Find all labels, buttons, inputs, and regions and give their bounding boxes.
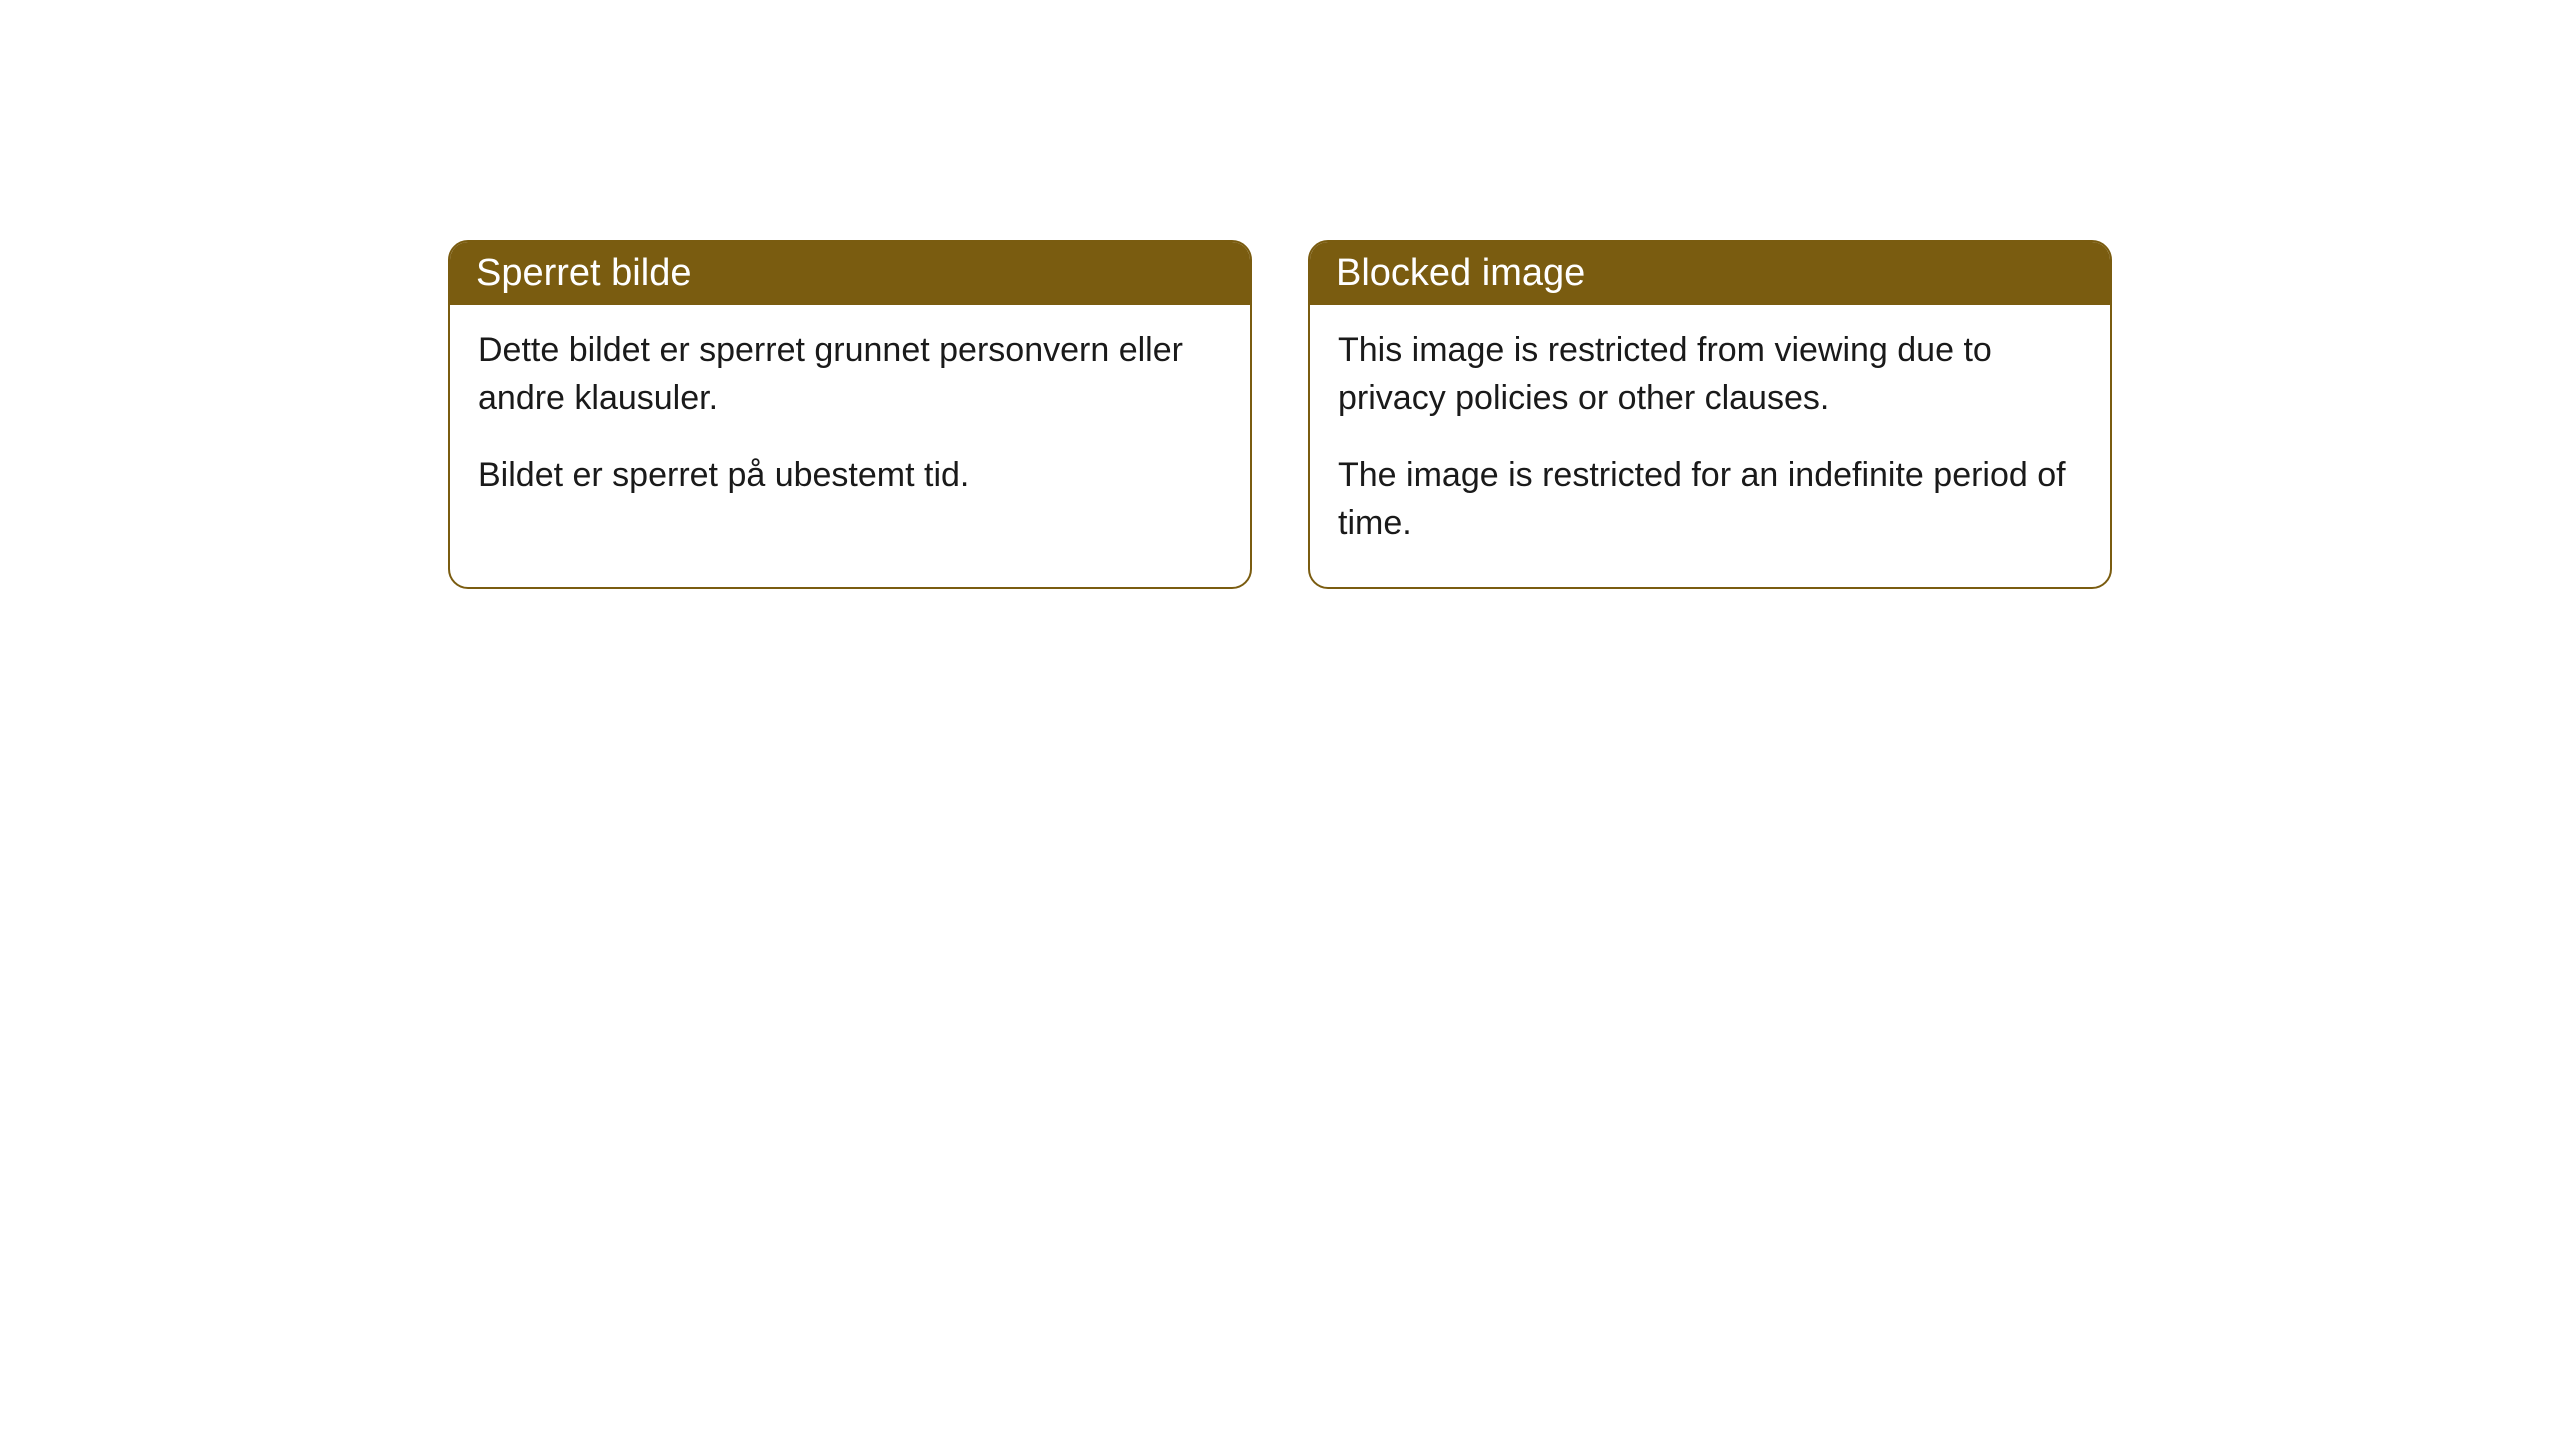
notice-cards-container: Sperret bilde Dette bildet er sperret gr… [448, 240, 2112, 589]
notice-card-english: Blocked image This image is restricted f… [1308, 240, 2112, 589]
card-title-norwegian: Sperret bilde [450, 242, 1250, 305]
card-paragraph-2-norwegian: Bildet er sperret på ubestemt tid. [478, 452, 1222, 500]
card-body-english: This image is restricted from viewing du… [1310, 305, 2110, 587]
notice-card-norwegian: Sperret bilde Dette bildet er sperret gr… [448, 240, 1252, 589]
card-title-english: Blocked image [1310, 242, 2110, 305]
card-paragraph-2-english: The image is restricted for an indefinit… [1338, 452, 2082, 547]
card-body-norwegian: Dette bildet er sperret grunnet personve… [450, 305, 1250, 540]
card-paragraph-1-english: This image is restricted from viewing du… [1338, 327, 2082, 422]
card-paragraph-1-norwegian: Dette bildet er sperret grunnet personve… [478, 327, 1222, 422]
